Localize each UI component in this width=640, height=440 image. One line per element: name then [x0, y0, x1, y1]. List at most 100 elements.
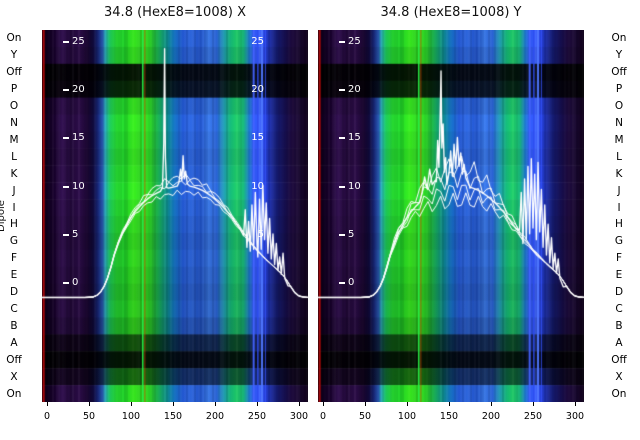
category-label-right: J: [617, 184, 621, 197]
category-label-left: On: [6, 32, 22, 45]
inner-y-tick-dash: [63, 137, 69, 140]
category-label-left: M: [9, 133, 19, 146]
inner-y-tick-label: 15: [348, 132, 361, 144]
category-label-left: X: [10, 370, 18, 383]
category-label-left: A: [10, 336, 18, 349]
x-tick-label: 200: [205, 411, 225, 422]
heatmap-canvas-y: [318, 30, 584, 402]
inner-y-tick-dash: [63, 89, 69, 92]
x-tick-mark: [364, 402, 366, 406]
left-panel-overlay: 25 20 15 10 5 0 25 20 15 10 5: [42, 30, 308, 402]
category-label-right: Off: [611, 66, 627, 79]
right-panel-overlay: 25 20 15 10 5 0: [318, 30, 584, 402]
inner-right-y-tick-label: 25: [251, 36, 264, 47]
category-label-left: B: [10, 319, 18, 332]
category-label-right: A: [615, 336, 623, 349]
category-label-left: Y: [10, 49, 18, 62]
category-label-right: G: [614, 235, 624, 248]
heatmap-canvas-x: [42, 30, 308, 402]
x-tick-mark: [532, 402, 534, 406]
x-tick-mark: [490, 402, 492, 406]
inner-y-tick-dash: [63, 185, 69, 188]
x-tick-mark: [214, 402, 216, 406]
category-label-right: Y: [615, 49, 623, 62]
inner-y-tick-dash: [339, 233, 345, 236]
x-tick-label: 250: [247, 411, 267, 422]
category-label-right: On: [611, 32, 627, 45]
x-tick-mark: [172, 402, 174, 406]
inner-y-tick-dash: [339, 185, 345, 188]
x-tick-mark: [406, 402, 408, 406]
inner-y-tick-label: 0: [348, 277, 355, 288]
heatmap-panel-x: 25 20 15 10 5 0 25 20 15 10 5: [42, 30, 308, 402]
inner-y-tick-dash: [63, 233, 69, 236]
x-tick-mark: [448, 402, 450, 406]
x-tick-label: 0: [43, 411, 51, 422]
inner-y-tick-label: 10: [72, 180, 85, 192]
category-label-left: D: [9, 286, 19, 299]
x-tick-label: 300: [565, 411, 585, 422]
category-label-right: M: [614, 133, 624, 146]
heatmap-panel-y: 25 20 15 10 5 0: [318, 30, 584, 402]
category-label-right: C: [615, 303, 623, 315]
x-tick-label: 150: [439, 411, 459, 422]
category-label-left: O: [9, 100, 19, 113]
category-label-right: F: [615, 252, 623, 265]
right-category-axis: On Y Off P O N M L K J I H G F E D C B A Off X On: [604, 0, 634, 440]
inner-y-tick-dash: [63, 41, 69, 43]
category-label-right: D: [614, 286, 624, 299]
category-label-left: J: [12, 184, 16, 197]
x-tick-mark: [298, 402, 300, 406]
category-label-right: K: [615, 167, 623, 180]
category-label-left: On: [6, 387, 22, 400]
category-label-left: Off: [6, 66, 22, 79]
x-tick-mark: [574, 402, 576, 406]
right-panel-title: 34.8 (HexE8=1008) Y: [380, 5, 522, 20]
inner-y-tick-label: 25: [348, 36, 361, 47]
x-tick-label: 0: [319, 411, 327, 422]
inner-y-tick-label: 0: [72, 277, 79, 288]
inner-y-tick-dash: [339, 282, 345, 284]
category-label-left: Off: [6, 353, 22, 366]
category-label-left: F: [10, 252, 18, 265]
category-label-left: C: [10, 303, 18, 315]
inner-y-tick-label: 20: [72, 84, 85, 96]
x-tick-label: 150: [163, 411, 183, 422]
category-label-right: On: [611, 387, 627, 400]
inner-y-tick-label: 20: [348, 84, 361, 96]
category-label-right: B: [615, 319, 623, 332]
x-tick-label: 300: [289, 411, 309, 422]
category-label-left: P: [10, 83, 18, 96]
left-category-axis: On Y Off P O N M L K J I H G F E D C B A Off X On: [1, 0, 27, 440]
x-tick-mark: [256, 402, 258, 406]
inner-y-tick-dash: [339, 137, 345, 140]
left-panel-title: 34.8 (HexE8=1008) X: [104, 5, 246, 20]
category-label-left: N: [10, 117, 18, 129]
x-tick-label: 100: [397, 411, 417, 422]
x-tick-mark: [322, 402, 324, 406]
inner-right-y-tick-label: 5: [257, 228, 264, 240]
inner-y-tick-dash: [63, 282, 69, 284]
inner-right-y-tick-label: 15: [251, 132, 264, 144]
inner-y-tick-dash: [339, 89, 345, 92]
inner-y-tick-label: 10: [348, 180, 361, 192]
x-tick-label: 50: [358, 411, 372, 422]
category-label-left: H: [10, 218, 18, 231]
category-label-left: I: [12, 201, 16, 214]
inner-y-tick-dash: [339, 41, 345, 43]
x-tick-label: 200: [481, 411, 501, 422]
category-label-right: H: [615, 218, 623, 231]
inner-y-tick-label: 5: [72, 228, 79, 240]
category-label-right: L: [616, 150, 622, 163]
category-label-left: K: [10, 167, 18, 180]
category-label-right: X: [615, 370, 623, 383]
inner-right-y-tick-label: 10: [251, 180, 264, 192]
category-label-right: Off: [611, 353, 627, 366]
category-label-right: I: [617, 201, 621, 214]
x-tick-label: 250: [523, 411, 543, 422]
inner-y-tick-label: 5: [348, 228, 355, 240]
category-label-right: E: [615, 269, 623, 282]
x-tick-mark: [88, 402, 90, 406]
category-label-right: O: [614, 100, 624, 113]
